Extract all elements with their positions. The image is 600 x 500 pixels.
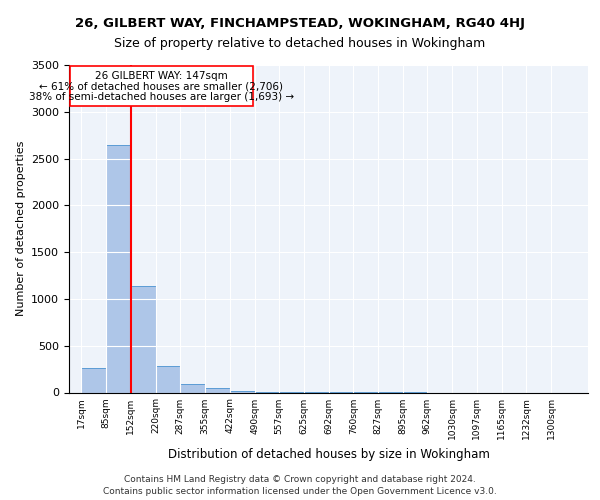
Bar <box>106 146 131 392</box>
Text: Contains public sector information licensed under the Open Government Licence v3: Contains public sector information licen… <box>103 487 497 496</box>
Text: ← 61% of detached houses are smaller (2,706): ← 61% of detached houses are smaller (2,… <box>40 82 283 92</box>
X-axis label: Distribution of detached houses by size in Wokingham: Distribution of detached houses by size … <box>167 448 490 461</box>
Text: Contains HM Land Registry data © Crown copyright and database right 2024.: Contains HM Land Registry data © Crown c… <box>124 475 476 484</box>
Bar <box>230 390 254 392</box>
Bar <box>205 388 230 392</box>
Bar <box>70 66 253 106</box>
Text: 38% of semi-detached houses are larger (1,693) →: 38% of semi-detached houses are larger (… <box>29 92 294 102</box>
Bar <box>180 384 205 392</box>
Text: 26, GILBERT WAY, FINCHAMPSTEAD, WOKINGHAM, RG40 4HJ: 26, GILBERT WAY, FINCHAMPSTEAD, WOKINGHA… <box>75 18 525 30</box>
Text: 26 GILBERT WAY: 147sqm: 26 GILBERT WAY: 147sqm <box>95 71 228 81</box>
Bar <box>131 286 156 393</box>
Y-axis label: Number of detached properties: Number of detached properties <box>16 141 26 316</box>
Text: Size of property relative to detached houses in Wokingham: Size of property relative to detached ho… <box>115 38 485 51</box>
Bar <box>82 368 106 392</box>
Bar <box>156 366 180 392</box>
